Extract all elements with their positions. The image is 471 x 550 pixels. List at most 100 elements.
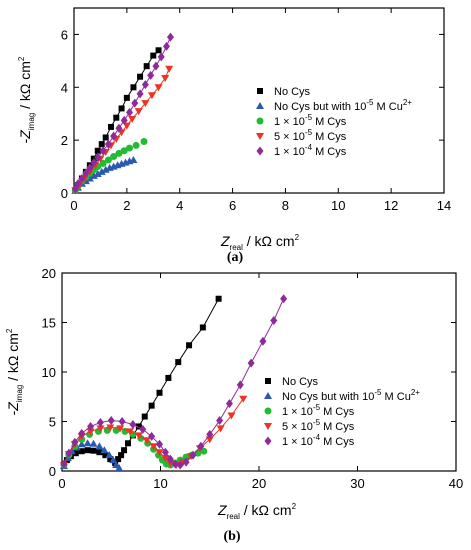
data-point [161, 455, 170, 463]
data-point [128, 116, 137, 123]
x-tick-label: 8 [282, 198, 289, 213]
data-point [148, 431, 156, 441]
data-point [109, 456, 118, 464]
data-point [155, 47, 162, 54]
data-point [225, 399, 233, 409]
data-point [126, 144, 133, 152]
data-point [140, 137, 148, 145]
legend-marker [256, 133, 264, 140]
data-point [156, 389, 163, 396]
data-point [130, 84, 137, 91]
data-point [270, 316, 278, 326]
data-point [147, 70, 155, 80]
y-tick-label: 5 [49, 415, 56, 430]
data-point [189, 450, 197, 460]
data-point [115, 123, 123, 133]
data-point [141, 413, 148, 420]
data-point [137, 73, 144, 80]
data-point [166, 454, 174, 464]
data-point [89, 171, 98, 179]
x-tick-label: 2 [123, 198, 130, 213]
data-point [78, 173, 86, 183]
data-point [86, 163, 94, 173]
data-point [199, 324, 206, 331]
legend-marker [256, 117, 264, 125]
legend-marker [256, 146, 264, 156]
y-tick-label: 2 [61, 133, 68, 148]
data-point [136, 89, 144, 99]
plot-frame [61, 272, 457, 472]
data-point [113, 114, 120, 121]
legend-label: 5 × 10-5​ M Cys [274, 128, 347, 143]
plot-frame [73, 7, 445, 194]
y-axis-label-group: -Zimag​ / kΩ cm2​ [17, 56, 36, 143]
data-point [108, 123, 114, 130]
data-point [96, 449, 103, 456]
data-point [118, 452, 125, 459]
data-point [65, 448, 73, 458]
data-point [110, 153, 118, 161]
data-point [200, 447, 208, 455]
y-tick-label: 0 [49, 464, 56, 479]
legend-marker [264, 423, 272, 430]
data-point [71, 437, 79, 447]
y-tick-label: 10 [42, 365, 56, 380]
data-point [120, 115, 128, 125]
data-point [132, 141, 140, 149]
data-point [149, 443, 158, 451]
data-point [131, 98, 139, 108]
legend-label: No Cys [274, 86, 311, 98]
legend-label: No Cys but with 10-5​ M Cu2+​ [274, 98, 412, 113]
x-tick-label: 12 [384, 198, 398, 213]
legend-label: 1 × 10-4​ M Cys [282, 433, 355, 448]
data-point [84, 447, 91, 454]
data-point [280, 294, 288, 304]
data-point [122, 122, 131, 130]
data-point [102, 452, 109, 459]
data-point [165, 65, 174, 73]
data-point [150, 52, 157, 59]
x-tick-label: 10 [331, 198, 345, 213]
data-point [176, 460, 184, 470]
legend-label: No Cys [282, 376, 319, 388]
data-point [118, 417, 126, 426]
y-tick-label: 15 [42, 316, 56, 331]
data-point [141, 100, 150, 108]
data-point [126, 107, 133, 117]
data-point [115, 464, 124, 472]
data-point [239, 395, 248, 403]
data-point [157, 52, 165, 62]
data-point [171, 459, 179, 469]
data-point [161, 447, 169, 457]
data-point [86, 428, 95, 436]
x-tick-label: 10 [153, 476, 167, 491]
y-tick-label: 6 [61, 27, 68, 42]
y-axis-label-group: -Zimag​ / kΩ cm2​ [5, 328, 24, 415]
data-point [163, 41, 170, 51]
x-axis-label: Zreal​ / kΩ cm2​ [220, 233, 300, 252]
data-point [205, 436, 214, 444]
series-4 [71, 32, 174, 194]
data-point [141, 80, 149, 90]
data-point [106, 424, 115, 432]
data-point [142, 437, 151, 445]
data-point [216, 416, 224, 426]
x-tick-label: 0 [58, 476, 65, 491]
data-point [123, 94, 130, 101]
data-point [121, 447, 128, 454]
data-point [99, 159, 107, 167]
data-point [93, 169, 102, 177]
data-point [97, 167, 106, 175]
legend-marker [257, 88, 263, 94]
x-tick-label: 20 [252, 476, 266, 491]
data-point [107, 416, 115, 426]
legend-label: 1 × 10-4​ M Cys [274, 143, 347, 158]
data-point [104, 139, 112, 149]
y-tick-label: 0 [61, 186, 68, 201]
data-point [152, 61, 160, 71]
y-axis-label: -Zimag​ / kΩ cm2​ [5, 328, 24, 415]
data-point [161, 75, 170, 83]
legend-label: No Cys but with 10-5​ M Cu2+​ [282, 388, 420, 403]
data-point [100, 446, 109, 454]
